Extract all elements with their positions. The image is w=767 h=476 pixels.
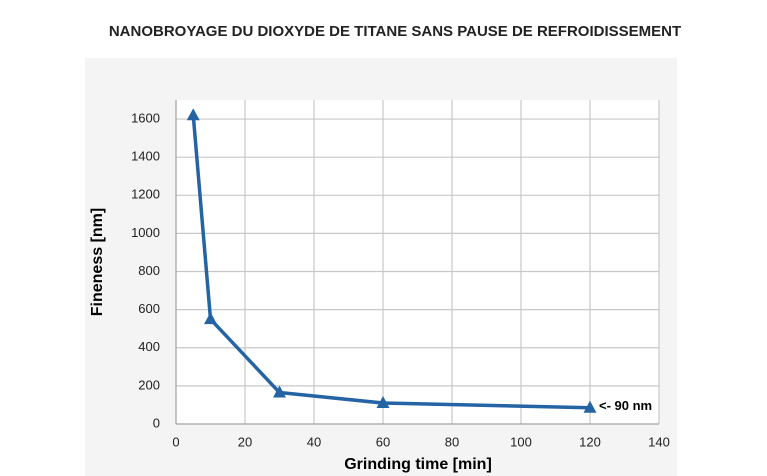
y-tick-label: 400 xyxy=(138,339,160,354)
data-marker xyxy=(583,400,597,413)
x-tick-label: 120 xyxy=(579,434,601,449)
data-marker xyxy=(376,396,390,409)
y-axis-label: Fineness [nm] xyxy=(89,208,106,316)
data-marker xyxy=(273,385,286,398)
y-tick-label: 800 xyxy=(138,263,160,278)
data-marker xyxy=(186,108,200,121)
plot-area xyxy=(176,100,659,424)
x-tick-label: 40 xyxy=(307,434,321,449)
y-tick-label: 1200 xyxy=(131,187,160,202)
x-tick-label: 0 xyxy=(172,434,179,449)
x-tick-label: 100 xyxy=(510,434,532,449)
y-tick-label: 1400 xyxy=(131,149,160,164)
x-axis-label: Grinding time [min] xyxy=(344,456,492,473)
y-tick-label: 0 xyxy=(153,415,160,430)
data-marker xyxy=(204,312,217,325)
x-tick-label: 60 xyxy=(376,434,390,449)
x-tick-label: 80 xyxy=(445,434,459,449)
annotation: <- 90 nm xyxy=(599,398,652,413)
x-tick-label: 140 xyxy=(648,434,670,449)
y-tick-label: 600 xyxy=(138,301,160,316)
chart-title: NANOBROYAGE DU DIOXYDE DE TITANE SANS PA… xyxy=(109,23,681,40)
y-tick-label: 1000 xyxy=(131,225,160,240)
x-tick-label: 20 xyxy=(238,434,252,449)
y-tick-label: 200 xyxy=(138,377,160,392)
y-tick-label: 1600 xyxy=(131,110,160,125)
